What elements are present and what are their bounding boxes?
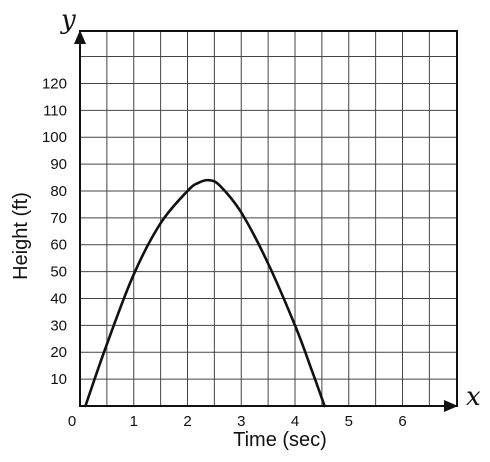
x-tick-labels: 0 1 2 3 4 5 6 (68, 413, 407, 430)
x-axis-title: Time (sec) (233, 429, 327, 451)
x-tick-label: 5 (345, 413, 353, 430)
y-tick-label: 120 (42, 75, 67, 92)
y-tick-label: 40 (50, 290, 67, 307)
x-tick-label: 3 (237, 413, 245, 430)
y-axis-letter: y (60, 5, 76, 35)
axes (74, 30, 458, 412)
x-tick-label: 1 (130, 413, 138, 430)
y-tick-labels: 10 20 30 40 50 60 70 80 90 100 110 120 (42, 75, 67, 388)
x-tick-label: 0 (68, 413, 76, 430)
y-tick-label: 20 (50, 344, 67, 361)
x-tick-label: 2 (183, 413, 191, 430)
x-tick-label: 6 (398, 413, 406, 430)
y-tick-label: 110 (43, 102, 67, 119)
y-axis-arrow-icon (74, 30, 86, 44)
y-tick-label: 50 (50, 264, 67, 281)
height-curve (84, 178, 326, 408)
grid (80, 31, 457, 406)
y-tick-label: 100 (42, 129, 67, 146)
y-tick-label: 90 (50, 156, 67, 173)
y-tick-label: 70 (50, 210, 67, 227)
y-axis-title: Height (ft) (10, 192, 32, 280)
y-tick-label: 60 (50, 237, 67, 254)
y-tick-label: 10 (50, 371, 67, 388)
x-axis-letter: x (466, 382, 481, 412)
x-axis-arrow-icon (444, 400, 458, 412)
x-tick-label: 4 (291, 413, 299, 430)
series (84, 178, 326, 408)
y-tick-label: 30 (50, 317, 67, 334)
y-tick-label: 80 (50, 183, 67, 200)
